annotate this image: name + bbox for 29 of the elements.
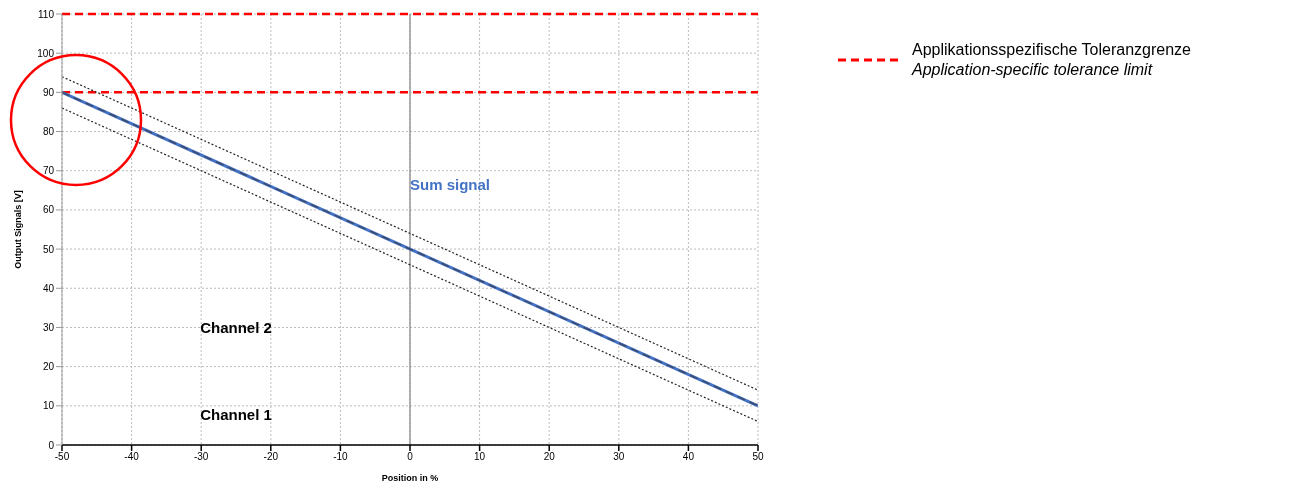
y-tick-label: 80	[42, 126, 55, 138]
x-axis-title: Position in %	[381, 473, 439, 483]
x-tick-label: 30	[613, 451, 625, 463]
x-tick-label: -20	[263, 451, 279, 463]
y-tick-label: 30	[42, 322, 55, 333]
y-tick-label: 0	[48, 439, 55, 451]
x-tick-label: 50	[752, 451, 764, 463]
y-tick-label: 90	[42, 86, 55, 98]
annotation: Channel 2	[200, 318, 272, 336]
annotation: Channel 1	[200, 405, 272, 423]
y-tick-label: 110	[38, 8, 55, 20]
x-tick-label: 20	[543, 451, 556, 463]
x-tick-label: -30	[193, 451, 209, 463]
y-tick-label: 70	[42, 165, 55, 177]
y-tick-label: 50	[42, 243, 55, 255]
y-axis-title: Output Signals [V]	[13, 190, 24, 269]
y-tick-label: 60	[42, 204, 55, 216]
y-tick-label: 20	[42, 361, 55, 373]
y-tick-label: 100	[37, 47, 55, 59]
legend-label: Applikationsspezifische Toleranzgrenze Application-specific tolerance limit	[912, 40, 1191, 80]
x-tick-label: -10	[333, 451, 349, 463]
y-tick-label: 10	[42, 400, 55, 412]
x-tick-label: -40	[124, 451, 140, 463]
x-tick-label: 10	[474, 451, 486, 463]
y-tick-label: 40	[42, 282, 55, 294]
text: Sum signal	[409, 175, 491, 193]
x-tick-label: 0	[407, 451, 414, 463]
x-tick-label: -50	[54, 451, 70, 463]
x-tick-label: 40	[682, 451, 695, 463]
